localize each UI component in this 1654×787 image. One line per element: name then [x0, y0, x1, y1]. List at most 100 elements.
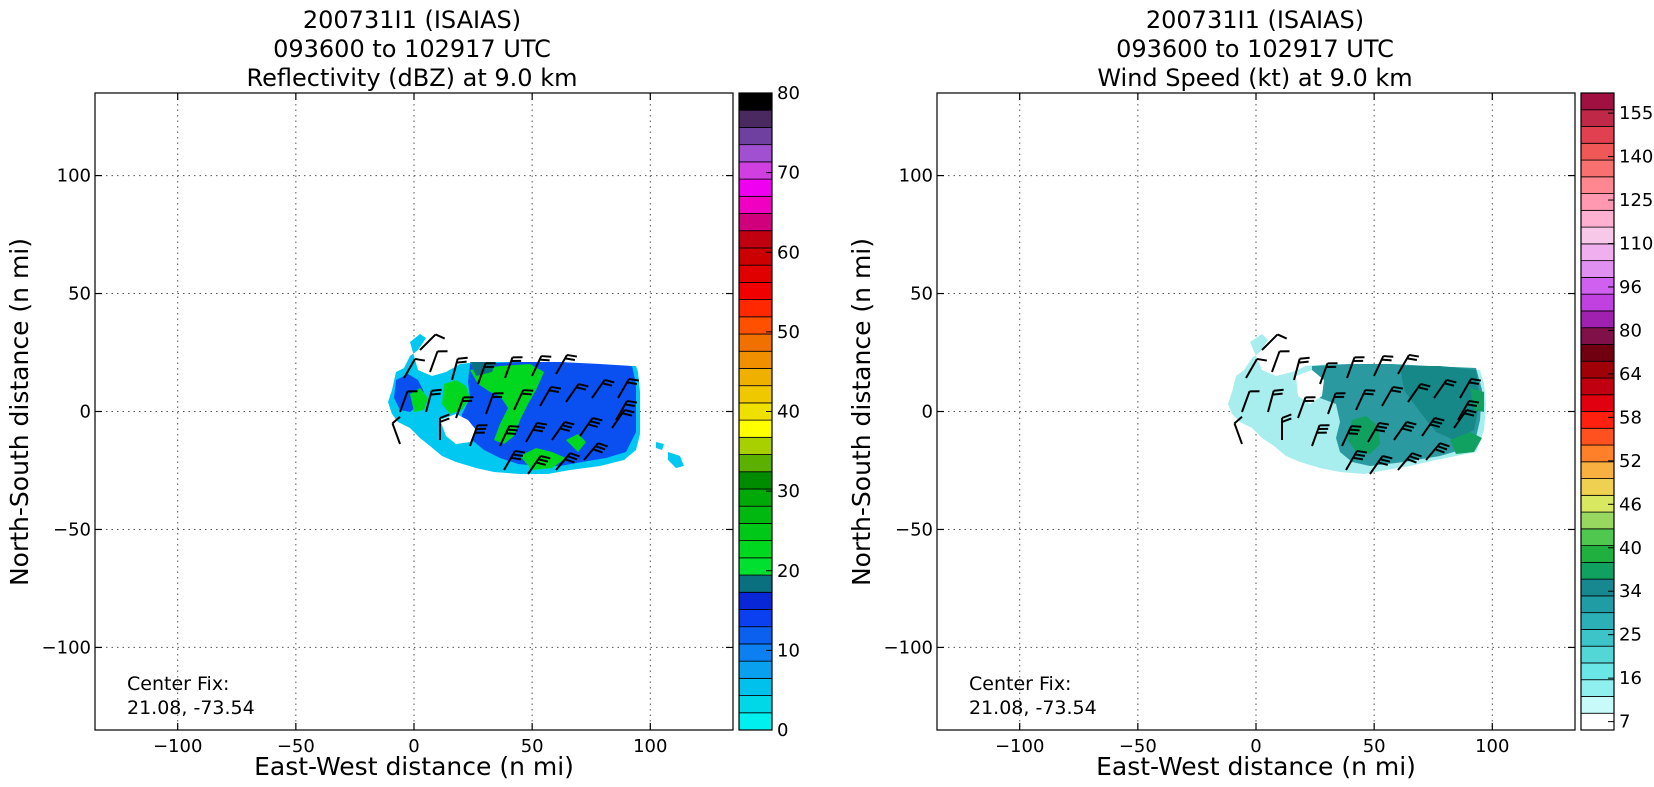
colorbar-segment	[738, 230, 773, 249]
colorbar-segment	[738, 695, 773, 714]
chart-title-line-1: 200731I1 (ISAIAS)	[1146, 6, 1364, 34]
axis-ticks: −100 −50 0 50 100 −100 −50 0 50 100	[42, 93, 733, 757]
wind-barb	[1453, 409, 1477, 429]
wind-barb	[1421, 417, 1445, 437]
wind-barb	[1261, 333, 1288, 351]
colorbar-tick-label: 64	[1619, 364, 1642, 385]
wind-barb	[611, 409, 635, 429]
wind-barb	[1397, 353, 1420, 375]
wind-barb	[1267, 388, 1284, 413]
colorbar-tick-label: 0	[777, 720, 788, 741]
wind-region-white	[1296, 370, 1324, 404]
colorbar-segment	[738, 109, 773, 128]
wind-barb	[1381, 385, 1404, 407]
wind-barb	[419, 333, 446, 351]
echo-cell-tiny	[656, 442, 664, 450]
y-tick-label: 50	[910, 284, 933, 305]
wind-barbs	[1233, 333, 1482, 475]
reflectivity-field	[388, 334, 684, 474]
colorbar-tick-label: 58	[1619, 407, 1642, 428]
colorbar-segment	[1580, 310, 1615, 329]
colorbar-segment	[1580, 142, 1615, 161]
reflectivity-panel: 200731I1 (ISAIAS) 093600 to 102917 UTC R…	[5, 6, 800, 781]
wind-speed-panel: 200731I1 (ISAIAS) 093600 to 102917 UTC W…	[847, 6, 1653, 781]
colorbar-segment	[1580, 612, 1615, 630]
wind-barb	[513, 389, 534, 411]
wind-barb	[565, 383, 589, 403]
colorbar-segment	[738, 213, 773, 232]
wind-barb	[1311, 424, 1330, 447]
chart-title-line-3: Reflectivity (dBZ) at 9.0 km	[247, 64, 578, 92]
colorbar-segment	[738, 523, 773, 542]
axis-ticks: −100 −50 0 50 100 −100 −50 0 50 100	[884, 93, 1575, 757]
wind-barb	[485, 392, 504, 415]
wind-barb	[1245, 357, 1268, 379]
colorbar-segment	[1580, 293, 1615, 312]
wind-barb	[1341, 425, 1362, 447]
colorbar-segment	[1580, 427, 1615, 446]
colorbar-segment	[1580, 696, 1615, 714]
wind-barb	[477, 362, 496, 385]
wind-barb	[1319, 362, 1338, 385]
x-tick-label: −100	[153, 736, 202, 757]
colorbar-segment	[738, 609, 773, 628]
x-tick-label: 0	[408, 736, 419, 757]
colorbar-segment	[1580, 629, 1615, 647]
x-tick-label: −100	[995, 736, 1044, 757]
wind-barb	[1345, 449, 1368, 471]
wind-barb	[1281, 413, 1292, 440]
colorbar-segment	[1580, 92, 1615, 111]
colorbar-segment	[738, 178, 773, 197]
wind-barb	[1233, 416, 1243, 445]
colorbar-tick-label: 7	[1619, 712, 1630, 733]
wind-barb	[503, 449, 526, 471]
colorbar-segment	[1580, 126, 1615, 144]
y-tick-label: −50	[895, 519, 933, 540]
colorbar-segment	[1580, 159, 1615, 178]
y-tick-label: 100	[899, 166, 933, 187]
colorbar-segment	[1580, 528, 1615, 547]
colorbar-segment	[738, 144, 773, 163]
colorbar-tick-label: 80	[1619, 320, 1642, 341]
x-tick-label: 50	[1363, 736, 1386, 757]
y-tick-label: 0	[922, 402, 933, 423]
colorbar-segment	[1580, 176, 1615, 194]
center-fix-label: Center Fix:	[127, 673, 229, 695]
colorbar-segment	[1580, 494, 1615, 513]
colorbar: 0 10 20 30 40 50 60 70 80	[738, 83, 800, 741]
wind-speed-field	[1228, 334, 1486, 474]
colorbar-segment	[738, 626, 773, 645]
colorbar-segment	[738, 540, 773, 559]
chart-title-line-2: 093600 to 102917 UTC	[273, 35, 551, 63]
colorbar-tick-label: 96	[1619, 277, 1642, 298]
y-tick-label: 0	[80, 402, 91, 423]
colorbar-tick-label: 30	[777, 481, 800, 502]
colorbar-segment	[738, 677, 773, 696]
colorbar-tick-label: 46	[1619, 494, 1642, 515]
colorbar-tick-label: 20	[777, 561, 800, 582]
y-axis-label: North-South distance (n mi)	[847, 238, 876, 586]
wind-barb	[551, 421, 575, 441]
chart-title-line-2: 093600 to 102917 UTC	[1116, 35, 1394, 63]
wind-barb	[1293, 356, 1310, 381]
wind-barb	[617, 377, 640, 399]
wind-barb	[499, 425, 520, 447]
colorbar-segment	[1580, 478, 1615, 496]
colorbar-segment	[738, 368, 773, 387]
colorbar-segment	[738, 281, 773, 300]
colorbar-tick-label: 80	[777, 83, 800, 104]
colorbar-segment	[1580, 260, 1615, 278]
echo-region-green-c	[410, 388, 428, 412]
wind-barb	[1433, 379, 1457, 399]
colorbar-segment	[1580, 578, 1615, 597]
echo-region-green-e	[566, 434, 586, 452]
wind-barb	[583, 442, 608, 461]
echo-region-green-d	[520, 448, 566, 470]
colorbar-segment	[1580, 411, 1615, 429]
wind-barb	[591, 379, 615, 399]
wind-barb	[1367, 421, 1390, 443]
wind-barb	[399, 390, 418, 413]
wind-barb	[403, 357, 426, 379]
wind-barb	[539, 385, 562, 407]
wind-region-green-b	[1450, 432, 1482, 454]
